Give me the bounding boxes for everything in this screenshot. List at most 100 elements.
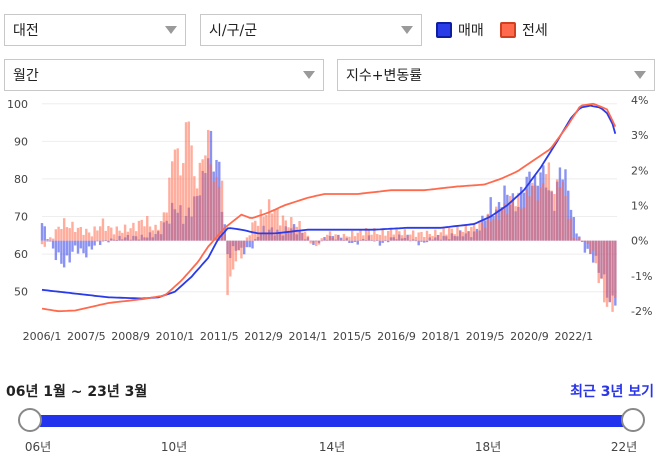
district-select[interactable]: 시/구/군 [200,14,422,46]
change-bar [93,226,96,241]
change-bar [495,206,498,241]
change-bar [597,240,600,283]
change-bar [134,231,138,241]
range-slider-start-handle[interactable] [18,408,42,432]
range-slider-end-handle[interactable] [621,408,645,432]
change-bar [525,189,528,241]
y-left-tick-label: 50 [14,286,28,299]
change-bar [287,227,290,241]
change-bar [137,220,141,241]
change-bar [414,236,418,241]
change-bar [101,218,105,241]
region-select[interactable]: 대전 [4,14,186,46]
change-bar [351,240,354,244]
change-bar [362,235,365,241]
range-slider-track[interactable] [30,415,633,427]
change-bar [184,122,188,241]
change-bar [603,240,606,303]
change-bar [331,237,335,241]
change-bar [87,240,91,247]
change-bar [320,238,323,241]
change-bar [51,240,55,249]
change-bar [132,222,135,241]
change-bar [589,240,592,255]
change-bar [201,159,204,241]
change-bar [447,227,451,241]
change-bar [395,227,398,241]
change-bar [209,164,213,241]
x-tick-label: 2020/9 [510,330,549,343]
change-bar [303,231,307,241]
change-bar [564,196,567,241]
change-bar [370,234,373,241]
change-bar [456,226,459,241]
period-select[interactable]: 월간 [4,59,324,91]
change-bar [74,240,77,246]
change-bar [90,240,94,250]
change-bar [204,155,207,241]
change-bar [425,230,429,241]
change-bar [403,229,407,241]
change-bar [442,227,445,241]
change-bar [240,240,243,259]
change-bar [245,240,249,248]
change-bar [259,209,263,241]
change-bar [143,226,146,241]
change-bar [387,231,390,241]
change-bar [154,224,157,241]
y-right-tick-label: 4% [631,94,648,107]
change-bar [398,231,401,241]
change-bar [101,240,105,242]
change-bar [486,213,490,241]
change-bar [367,229,371,241]
legend-jeonse-swatch [500,22,516,38]
legend-item-jeonse[interactable]: 전세 [500,20,548,40]
recent-3-years-button[interactable]: 최근 3년 보기 [570,384,654,400]
change-bar [46,239,49,241]
change-bar [353,240,357,242]
change-bar [76,227,80,241]
change-bar [115,240,118,241]
x-tick-label: 2012/9 [244,330,283,343]
change-bar [381,229,384,241]
change-bar [373,240,376,242]
change-bar [533,185,537,241]
change-bar [254,220,257,241]
change-bar [503,203,506,241]
change-bar [514,206,517,241]
change-bar [605,240,609,307]
change-bar [392,234,395,241]
change-bar [60,240,63,264]
change-bar [79,226,82,241]
change-bar [68,228,71,241]
chevron-down-icon [303,71,315,79]
change-bar [417,240,420,246]
change-bar [614,240,617,299]
change-bar [594,240,598,264]
change-bar [431,235,434,241]
change-bar [489,197,492,241]
x-tick-label: 2022/1 [554,330,593,343]
metric-select[interactable]: 지수+변동률 [337,59,655,91]
change-bar [74,232,77,241]
change-bar [85,240,88,258]
change-bar [115,226,118,241]
change-bar [583,240,587,253]
y-left-tick-label: 70 [14,211,28,224]
change-bar [517,192,520,241]
legend-item-sale[interactable]: 매매 [436,20,484,40]
change-bar [420,231,423,241]
change-bar [478,221,481,241]
x-tick-label: 2010/1 [156,330,195,343]
period-select-value: 월간 [13,68,39,84]
change-bar [85,228,88,241]
change-bar [223,234,227,241]
change-bar [578,236,581,241]
y-left-tick-label: 100 [7,98,28,111]
change-bar [547,162,551,241]
change-bar [411,230,415,241]
change-bar [248,240,251,248]
slider-tick-label: 10년 [160,440,188,454]
index-line [41,102,617,313]
metric-select-value: 지수+변동률 [346,68,423,84]
